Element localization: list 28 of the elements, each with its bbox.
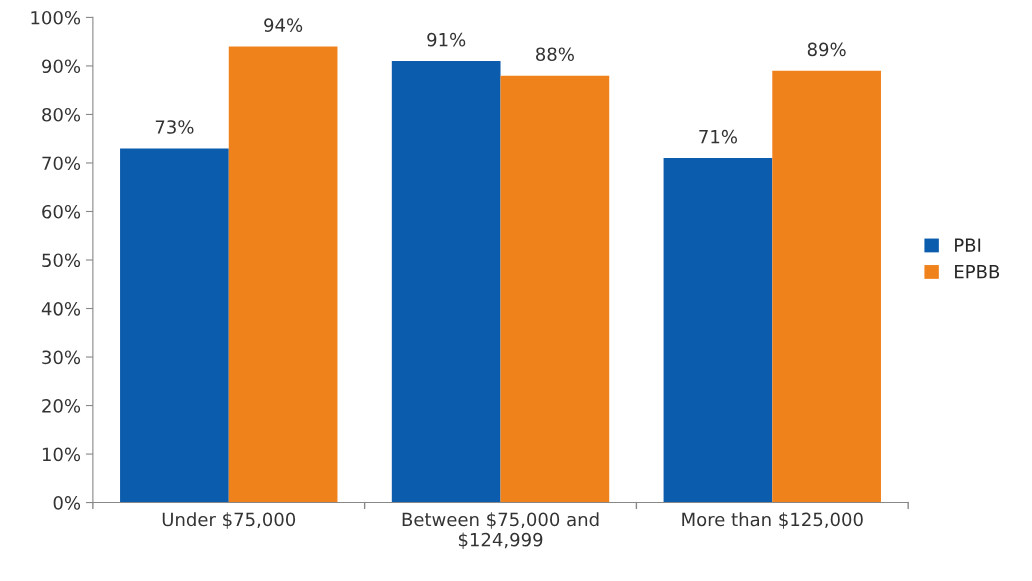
y-tick-label: 60% <box>42 204 81 219</box>
data-label: 71% <box>699 129 737 144</box>
y-tick-label: 80% <box>42 107 81 122</box>
y-tick-label: 30% <box>42 350 81 365</box>
y-tick-label: 50% <box>42 253 81 268</box>
bar <box>228 46 338 503</box>
data-label: 73% <box>155 120 194 134</box>
data-label: 89% <box>807 42 846 57</box>
bar <box>500 75 610 503</box>
bar <box>772 70 881 503</box>
data-label: 88% <box>536 47 574 62</box>
x-tick-label: More than $125,000 <box>682 512 863 529</box>
y-tick-label: 70% <box>42 156 81 171</box>
bar <box>391 61 501 503</box>
y-tick-label: 20% <box>42 399 81 413</box>
legend-label: EPBB <box>955 265 1000 279</box>
y-tick-label: 100% <box>31 10 81 25</box>
bar <box>663 158 773 503</box>
data-label: 94% <box>264 18 303 32</box>
data-label: 91% <box>427 32 466 47</box>
y-tick-label: 0% <box>53 496 81 510</box>
x-tick-label: Between $75,000 and $124,999 <box>402 512 599 549</box>
y-tick-label: 10% <box>42 447 81 462</box>
legend-label: PBI <box>955 238 981 252</box>
bar <box>120 148 229 503</box>
y-tick-label: 90% <box>42 59 81 74</box>
x-tick-label: Under $75,000 <box>162 512 296 529</box>
y-tick-label: 40% <box>41 301 81 316</box>
